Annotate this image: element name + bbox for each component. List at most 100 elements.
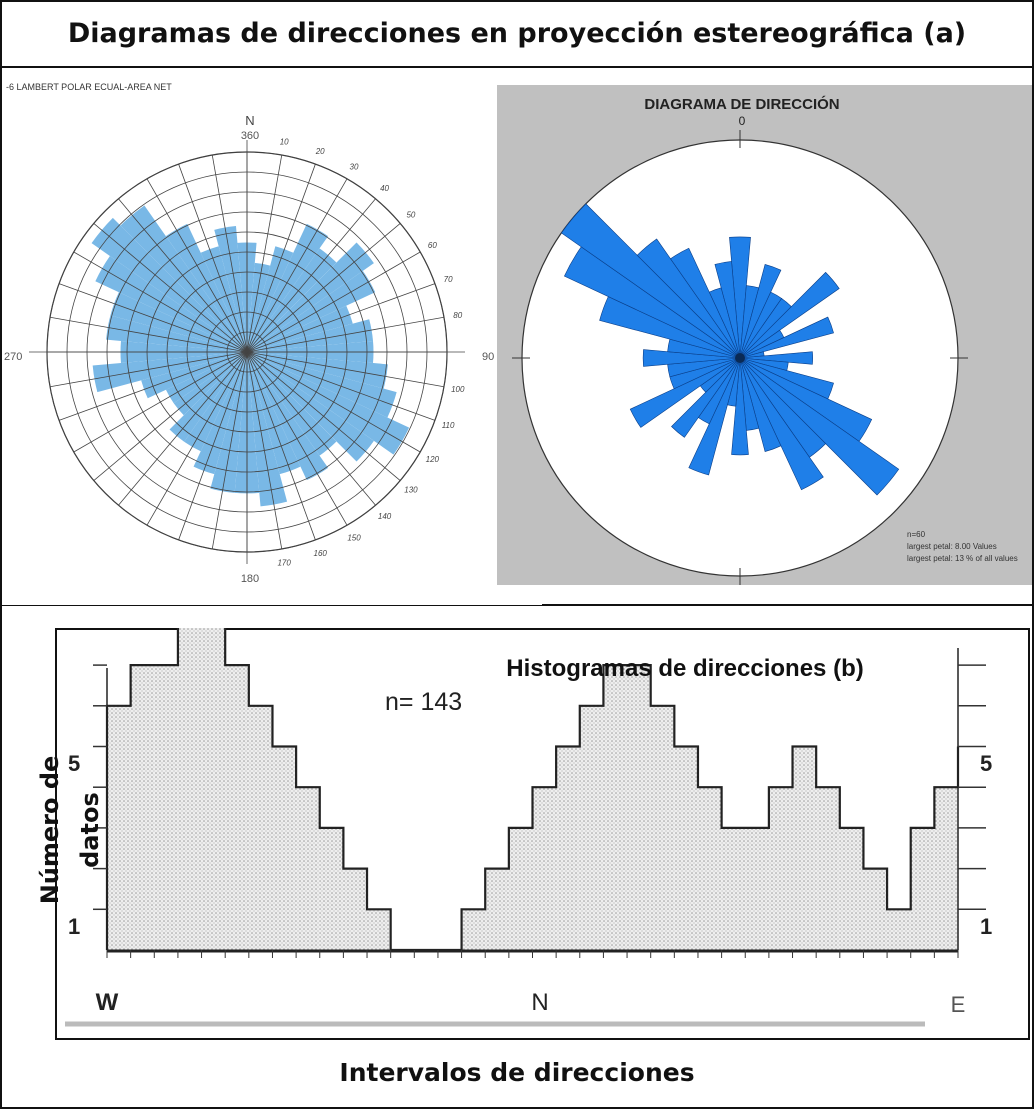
rose-center [735,353,745,363]
histogram-bar [792,746,817,950]
rim-label: 100 [451,385,465,394]
net-spoke [49,351,248,388]
rose-petal [247,319,374,352]
histogram-bar [201,628,226,950]
net-spoke [118,198,248,353]
histogram-bar [934,787,958,950]
y-right-5: 5 [980,751,992,776]
histogram-chart: Histogramas de direcciones (b) n= 143 5 … [55,628,1030,1040]
histogram-bar [721,827,746,950]
rim-label: 130 [404,486,418,495]
histogram-bar [768,787,793,950]
net-spoke [211,154,248,353]
rim-label: 120 [426,455,440,464]
rose-petal [165,352,247,404]
label-180: 180 [241,573,259,585]
rose-right-top-label: 0 [739,114,746,128]
histogram-title: Histogramas de direcciones (b) [506,655,863,682]
rose-petal [247,352,329,481]
rose-petal [247,223,329,352]
x-label-w: W [96,989,119,1016]
net-spoke [178,163,248,353]
rim-label: 160 [314,549,328,558]
net-spoke [73,351,248,453]
rose-petal [91,217,247,352]
histogram-bar [603,665,628,950]
histogram-bar [556,746,580,950]
x-label-n: N [531,989,548,1016]
histogram-bar [650,705,675,950]
x-label-e: E [951,992,966,1017]
net-spoke [118,351,248,506]
histogram-bar [532,787,557,950]
x-axis-label: Intervalos de direcciones [339,1058,695,1087]
net-spoke [178,351,248,541]
histogram-outline [105,628,960,952]
y-left-5: 5 [68,751,80,776]
label-90: 90 [482,351,494,363]
rose-petal [739,351,813,365]
net-spoke [211,351,248,550]
net-spoke [93,351,248,481]
north-label: N [245,113,254,128]
net-spoke [246,251,421,353]
net-spoke [246,198,376,353]
rose-direction-chart: DIAGRAMA DE DIRECCIÓN 0 n=60 largest pet… [497,85,1032,585]
rose-petal [169,352,247,442]
rose-petal [671,357,741,438]
rose-petal [247,352,397,418]
histogram-bar [508,827,533,950]
rose-petal [106,315,248,352]
rose-petal [247,248,337,352]
rose-petal [247,352,337,456]
net-spoke [246,351,445,388]
rim-label: 170 [277,559,291,568]
rim-label: 60 [428,241,437,250]
histogram-bar [461,909,486,950]
rose-petal [95,256,247,352]
label-270: 270 [4,351,22,363]
histogram-bar [319,827,344,950]
net-spoke [246,351,283,550]
net-spoke [146,351,248,526]
histogram-bar [343,868,368,950]
rim-label: 50 [406,210,415,219]
net-spoke [246,351,316,541]
rose-petal [561,203,741,359]
rose-petal [184,352,247,452]
histogram-bar [177,628,202,950]
rim-label: 10 [280,137,289,146]
rose-right-title: DIAGRAMA DE DIRECCIÓN [644,95,839,113]
net-spoke [49,316,248,353]
rose-petal [739,271,840,359]
net-spoke [246,223,401,353]
rim-label: 110 [442,421,455,430]
net-spoke [246,178,348,353]
label-360: 360 [241,130,259,142]
rose-petal [247,270,376,352]
histogram-bar [863,868,888,950]
rose-petal [247,352,410,455]
net-spoke [246,351,348,526]
net-spoke [246,163,316,353]
histogram-bar [816,787,840,950]
rose-petal [731,357,749,456]
histogram-bar [839,827,864,950]
rose-petal [739,357,782,452]
rim-label: 20 [315,147,325,156]
rose-petal [247,352,388,389]
stat-largest-values: largest petal: 8.00 Values [907,542,997,551]
net-spoke [246,351,436,421]
histogram-bar [154,665,178,950]
n-label: n= 143 [385,688,462,716]
y-left-1: 1 [68,914,80,939]
rose-petal [729,236,751,359]
histogram-bar [225,665,249,950]
net-spoke [246,283,436,353]
rose-petal [165,223,247,352]
histogram-bar [296,787,320,950]
histogram-bar [910,827,935,950]
rose-petal [110,292,247,352]
rose-petal [739,316,834,359]
